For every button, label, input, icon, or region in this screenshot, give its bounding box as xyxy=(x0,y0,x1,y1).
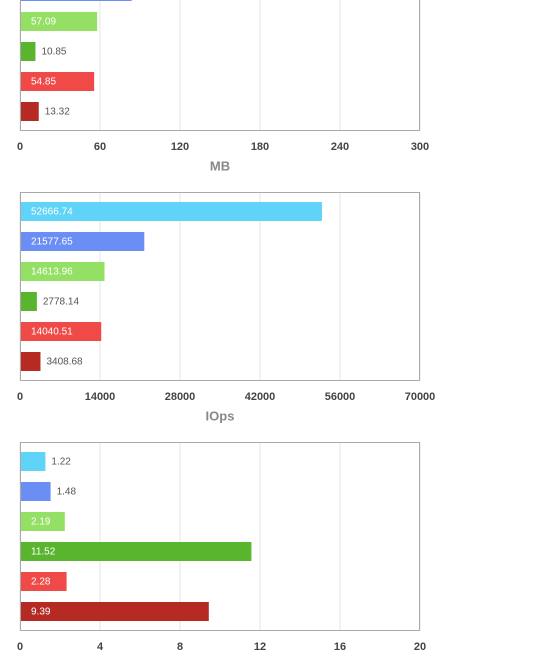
value-label: 54.85 xyxy=(31,77,56,88)
plot-frame xyxy=(20,442,420,631)
bar xyxy=(21,322,102,341)
value-label: 14613.96 xyxy=(31,267,73,278)
value-label: 2778.14 xyxy=(43,297,80,308)
x-tick-label: 70000 xyxy=(405,391,436,403)
bar xyxy=(21,202,322,221)
bar xyxy=(21,42,36,61)
bar xyxy=(21,542,252,561)
bar xyxy=(21,352,41,371)
bar xyxy=(21,12,98,31)
bar xyxy=(21,102,39,121)
x-tick-label: 56000 xyxy=(325,391,356,403)
x-tick-label: 300 xyxy=(411,141,429,153)
axis-title: MB xyxy=(210,158,230,173)
value-label: 57.09 xyxy=(31,17,56,28)
x-tick-label: 4 xyxy=(97,641,104,653)
value-label: 14040.51 xyxy=(31,327,73,338)
value-label: 11.52 xyxy=(31,547,56,558)
x-tick-label: 120 xyxy=(171,141,189,153)
value-label: 1.22 xyxy=(51,457,71,468)
bar xyxy=(21,262,105,281)
x-tick-label: 20 xyxy=(414,641,426,653)
bar xyxy=(21,292,37,311)
x-tick-label: 8 xyxy=(177,641,183,653)
value-label: 3408.68 xyxy=(46,357,83,368)
value-label: 52666.74 xyxy=(31,207,73,218)
x-tick-label: 42000 xyxy=(245,391,276,403)
x-tick-label: 28000 xyxy=(165,391,196,403)
x-tick-label: 0 xyxy=(17,641,23,653)
plot-frame xyxy=(20,0,420,131)
bar xyxy=(21,602,209,621)
bar xyxy=(21,0,132,1)
bar xyxy=(21,482,51,501)
value-label: 21577.65 xyxy=(31,237,73,248)
x-tick-label: 14000 xyxy=(85,391,116,403)
value-label: 13.32 xyxy=(45,107,70,118)
x-tick-label: 12 xyxy=(254,641,266,653)
x-tick-label: 240 xyxy=(331,141,349,153)
value-label: 9.39 xyxy=(31,607,51,618)
x-tick-label: 0 xyxy=(17,391,23,403)
bar xyxy=(21,572,67,591)
value-label: 2.28 xyxy=(31,577,51,588)
bar xyxy=(21,452,46,471)
value-label: 10.85 xyxy=(41,47,66,58)
x-tick-label: 0 xyxy=(17,141,23,153)
x-tick-label: 60 xyxy=(94,141,106,153)
plot-frame xyxy=(20,192,420,381)
x-tick-label: 180 xyxy=(251,141,269,153)
bar xyxy=(21,512,65,531)
axis-title: IOps xyxy=(206,408,235,423)
x-tick-label: 16 xyxy=(334,641,346,653)
value-label: 2.19 xyxy=(31,517,51,528)
bar xyxy=(21,72,95,91)
bar xyxy=(21,232,145,251)
value-label: 1.48 xyxy=(57,487,77,498)
